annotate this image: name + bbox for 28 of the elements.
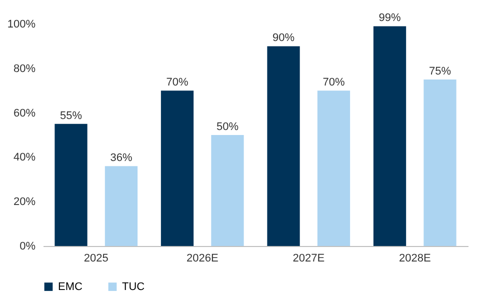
data-label: 90% [272,32,295,44]
bar [160,90,194,246]
y-tick-label: 60% [13,107,36,120]
x-tick-label: 2025 [84,252,108,264]
data-label: 70% [322,76,345,89]
x-tick-label: 2027E [292,252,325,264]
y-tick-label: 20% [13,196,36,208]
bar [424,80,456,246]
y-tick-label: 100% [7,18,36,30]
x-tick-label: 2026E [186,252,218,264]
data-label: 70% [166,76,188,89]
y-tick-label: 0% [20,240,36,252]
bar [104,166,138,246]
y-tick-label: 80% [13,62,36,75]
data-label: 50% [216,121,239,133]
legend-label: EMC [58,280,82,293]
data-label: 99% [378,12,401,24]
bar [317,90,350,246]
x-tick-label: 2028E [398,252,431,264]
data-label: 55% [60,110,82,122]
y-tick-label: 40% [13,152,36,164]
bar [267,46,300,246]
data-label: 36% [110,152,132,164]
legend-label: TUC [122,280,145,293]
data-label: 75% [428,66,452,78]
bar [211,135,244,246]
bar [54,124,88,246]
bar [373,26,406,246]
